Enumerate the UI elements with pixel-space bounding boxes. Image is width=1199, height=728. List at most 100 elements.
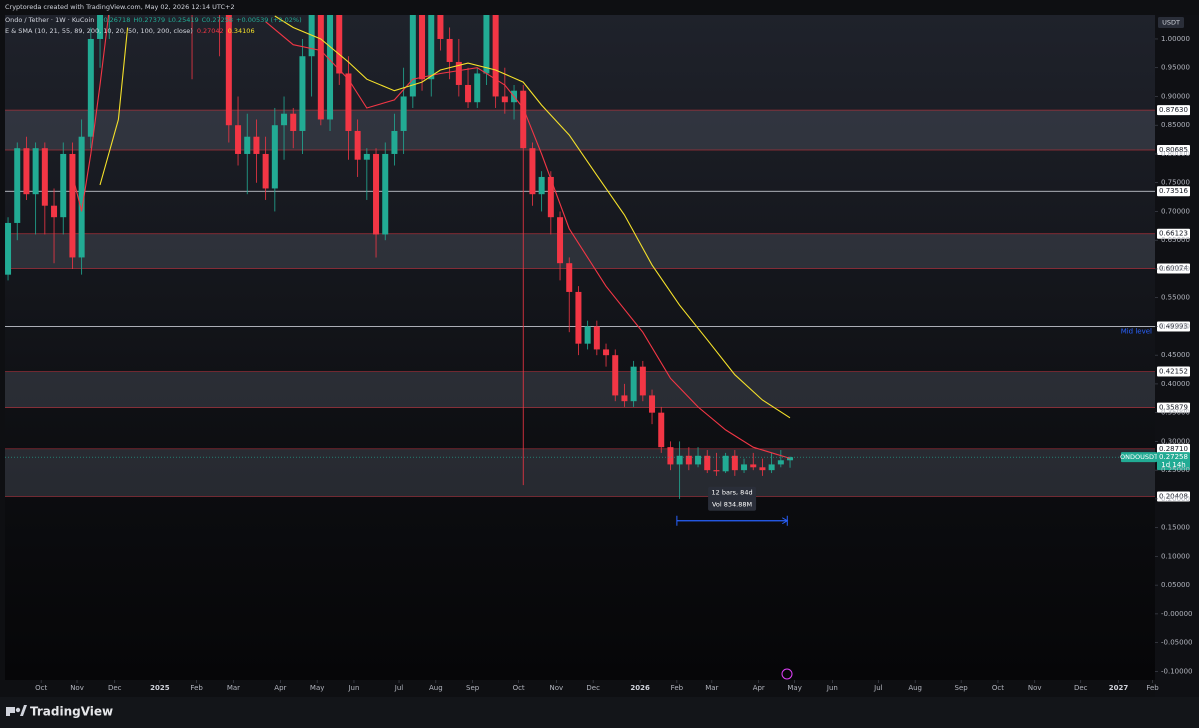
candle-body — [768, 464, 775, 471]
level-label: 0.66123 — [1159, 230, 1188, 238]
candle-body — [492, 15, 499, 97]
x-tick-label: Nov — [70, 684, 84, 692]
y-tick-label: -0.05000 — [1161, 639, 1192, 647]
candle-body — [612, 355, 619, 396]
candle-body — [777, 460, 784, 465]
candle-body — [336, 15, 343, 74]
footer-bar — [0, 697, 1199, 728]
candle-body — [327, 15, 334, 120]
y-tick-label: 0.65000 — [1161, 236, 1190, 244]
level-label-box — [1157, 491, 1190, 502]
indicator-line — [99, 15, 791, 419]
y-tick-label: 0.50000 — [1161, 322, 1190, 330]
y-tick-label: 0.80000 — [1161, 150, 1190, 158]
x-tick-label: Aug — [908, 684, 922, 692]
level-label: 0.49993 — [1159, 322, 1188, 330]
x-tick-label: Jul — [394, 684, 404, 692]
candle-body — [695, 455, 702, 465]
y-tick-label: 0.40000 — [1161, 380, 1190, 388]
candle-body — [575, 291, 582, 344]
credit: Cryptoreda created with TradingView.com,… — [5, 3, 235, 11]
x-tick-label: Oct — [513, 684, 525, 692]
y-tick-label: -0.00000 — [1161, 610, 1192, 618]
candle-body — [566, 263, 573, 292]
x-tick-label: 2025 — [150, 684, 170, 692]
level-label: 0.87630 — [1159, 106, 1188, 114]
candle-body — [290, 113, 297, 131]
measure-arrowhead — [782, 517, 789, 525]
y-tick-label: 0.55000 — [1161, 294, 1190, 302]
x-tick-label: May — [787, 684, 801, 692]
x-tick-label: Sep — [466, 684, 480, 692]
price-box — [1157, 452, 1190, 471]
level-label-box — [1157, 105, 1190, 116]
currency-box — [1158, 17, 1184, 28]
x-tick-label: Feb — [1146, 684, 1159, 692]
x-tick-label: 2026 — [630, 684, 650, 692]
candle-body — [419, 15, 426, 80]
x-tick-label: Oct — [992, 684, 1004, 692]
level-label: 0.35879 — [1159, 404, 1188, 412]
candle-body — [731, 455, 738, 471]
plot — [5, 15, 1155, 499]
y-tick-label: 0.05000 — [1161, 581, 1190, 589]
zone — [5, 448, 1155, 497]
level-label-box — [1157, 366, 1190, 377]
candle-body — [538, 176, 545, 195]
candle-body — [400, 96, 407, 131]
candle-body — [87, 38, 94, 137]
price-scale — [1155, 15, 1199, 697]
x-tick-label: Aug — [429, 684, 443, 692]
indicator-value: 0.34106 — [228, 27, 255, 35]
level-note: Mid level — [1121, 327, 1152, 335]
zone — [5, 110, 1155, 151]
candle-body — [5, 222, 12, 275]
y-tick-label: 0.25000 — [1161, 466, 1190, 474]
level-label-box — [1157, 186, 1190, 197]
candle-body — [759, 467, 766, 471]
candle-body — [23, 148, 30, 195]
logo-mark — [15, 707, 21, 713]
x-tick-label: Sep — [955, 684, 969, 692]
candle-body — [474, 73, 481, 103]
x-tick-label: Jun — [347, 684, 359, 692]
x-tick-label: Apr — [753, 684, 765, 692]
y-tick-label: 0.20000 — [1161, 495, 1190, 503]
candle-body — [621, 395, 628, 402]
brand: TradingView — [30, 705, 113, 719]
candle-body — [584, 326, 591, 344]
level-label: 0.20408 — [1159, 493, 1188, 501]
candle-body — [69, 153, 76, 258]
candle-body — [787, 457, 794, 461]
measure-text: 12 bars, 84d — [712, 489, 753, 497]
x-tick-label: May — [310, 684, 324, 692]
candle-body — [455, 61, 462, 85]
x-tick-label: Nov — [550, 684, 564, 692]
candle-body — [557, 217, 564, 264]
x-tick-label: Dec — [108, 684, 122, 692]
currency: USDT — [1162, 19, 1180, 27]
candle-body — [391, 130, 398, 154]
candle-body — [299, 56, 306, 131]
overlay: USDT 0.87630 0.80685 0.66123 0.60074 0.42152 0… — [676, 17, 1190, 526]
candle-body — [78, 136, 85, 258]
candle-body — [465, 84, 472, 103]
candle-body — [501, 96, 508, 103]
indicator-value: 0.27042 — [197, 27, 224, 35]
candle-body — [51, 205, 58, 218]
indicator-line — [71, 15, 791, 459]
y-tick-label: 0.15000 — [1161, 524, 1190, 532]
y-tick-label: 0.45000 — [1161, 351, 1190, 359]
candle-body — [345, 73, 352, 131]
symbol-label: ONDOUSDT — [1120, 453, 1158, 461]
candle-body — [603, 349, 610, 356]
x-tick-label: Mar — [705, 684, 718, 692]
candle-body — [547, 176, 554, 218]
x-tick-label: Mar — [227, 684, 240, 692]
ohlc-legend: O0.26718 — [98, 16, 130, 24]
candle-body — [60, 153, 67, 218]
plot-area — [5, 15, 1155, 680]
candle-body — [32, 148, 39, 195]
candle-body — [244, 136, 251, 154]
